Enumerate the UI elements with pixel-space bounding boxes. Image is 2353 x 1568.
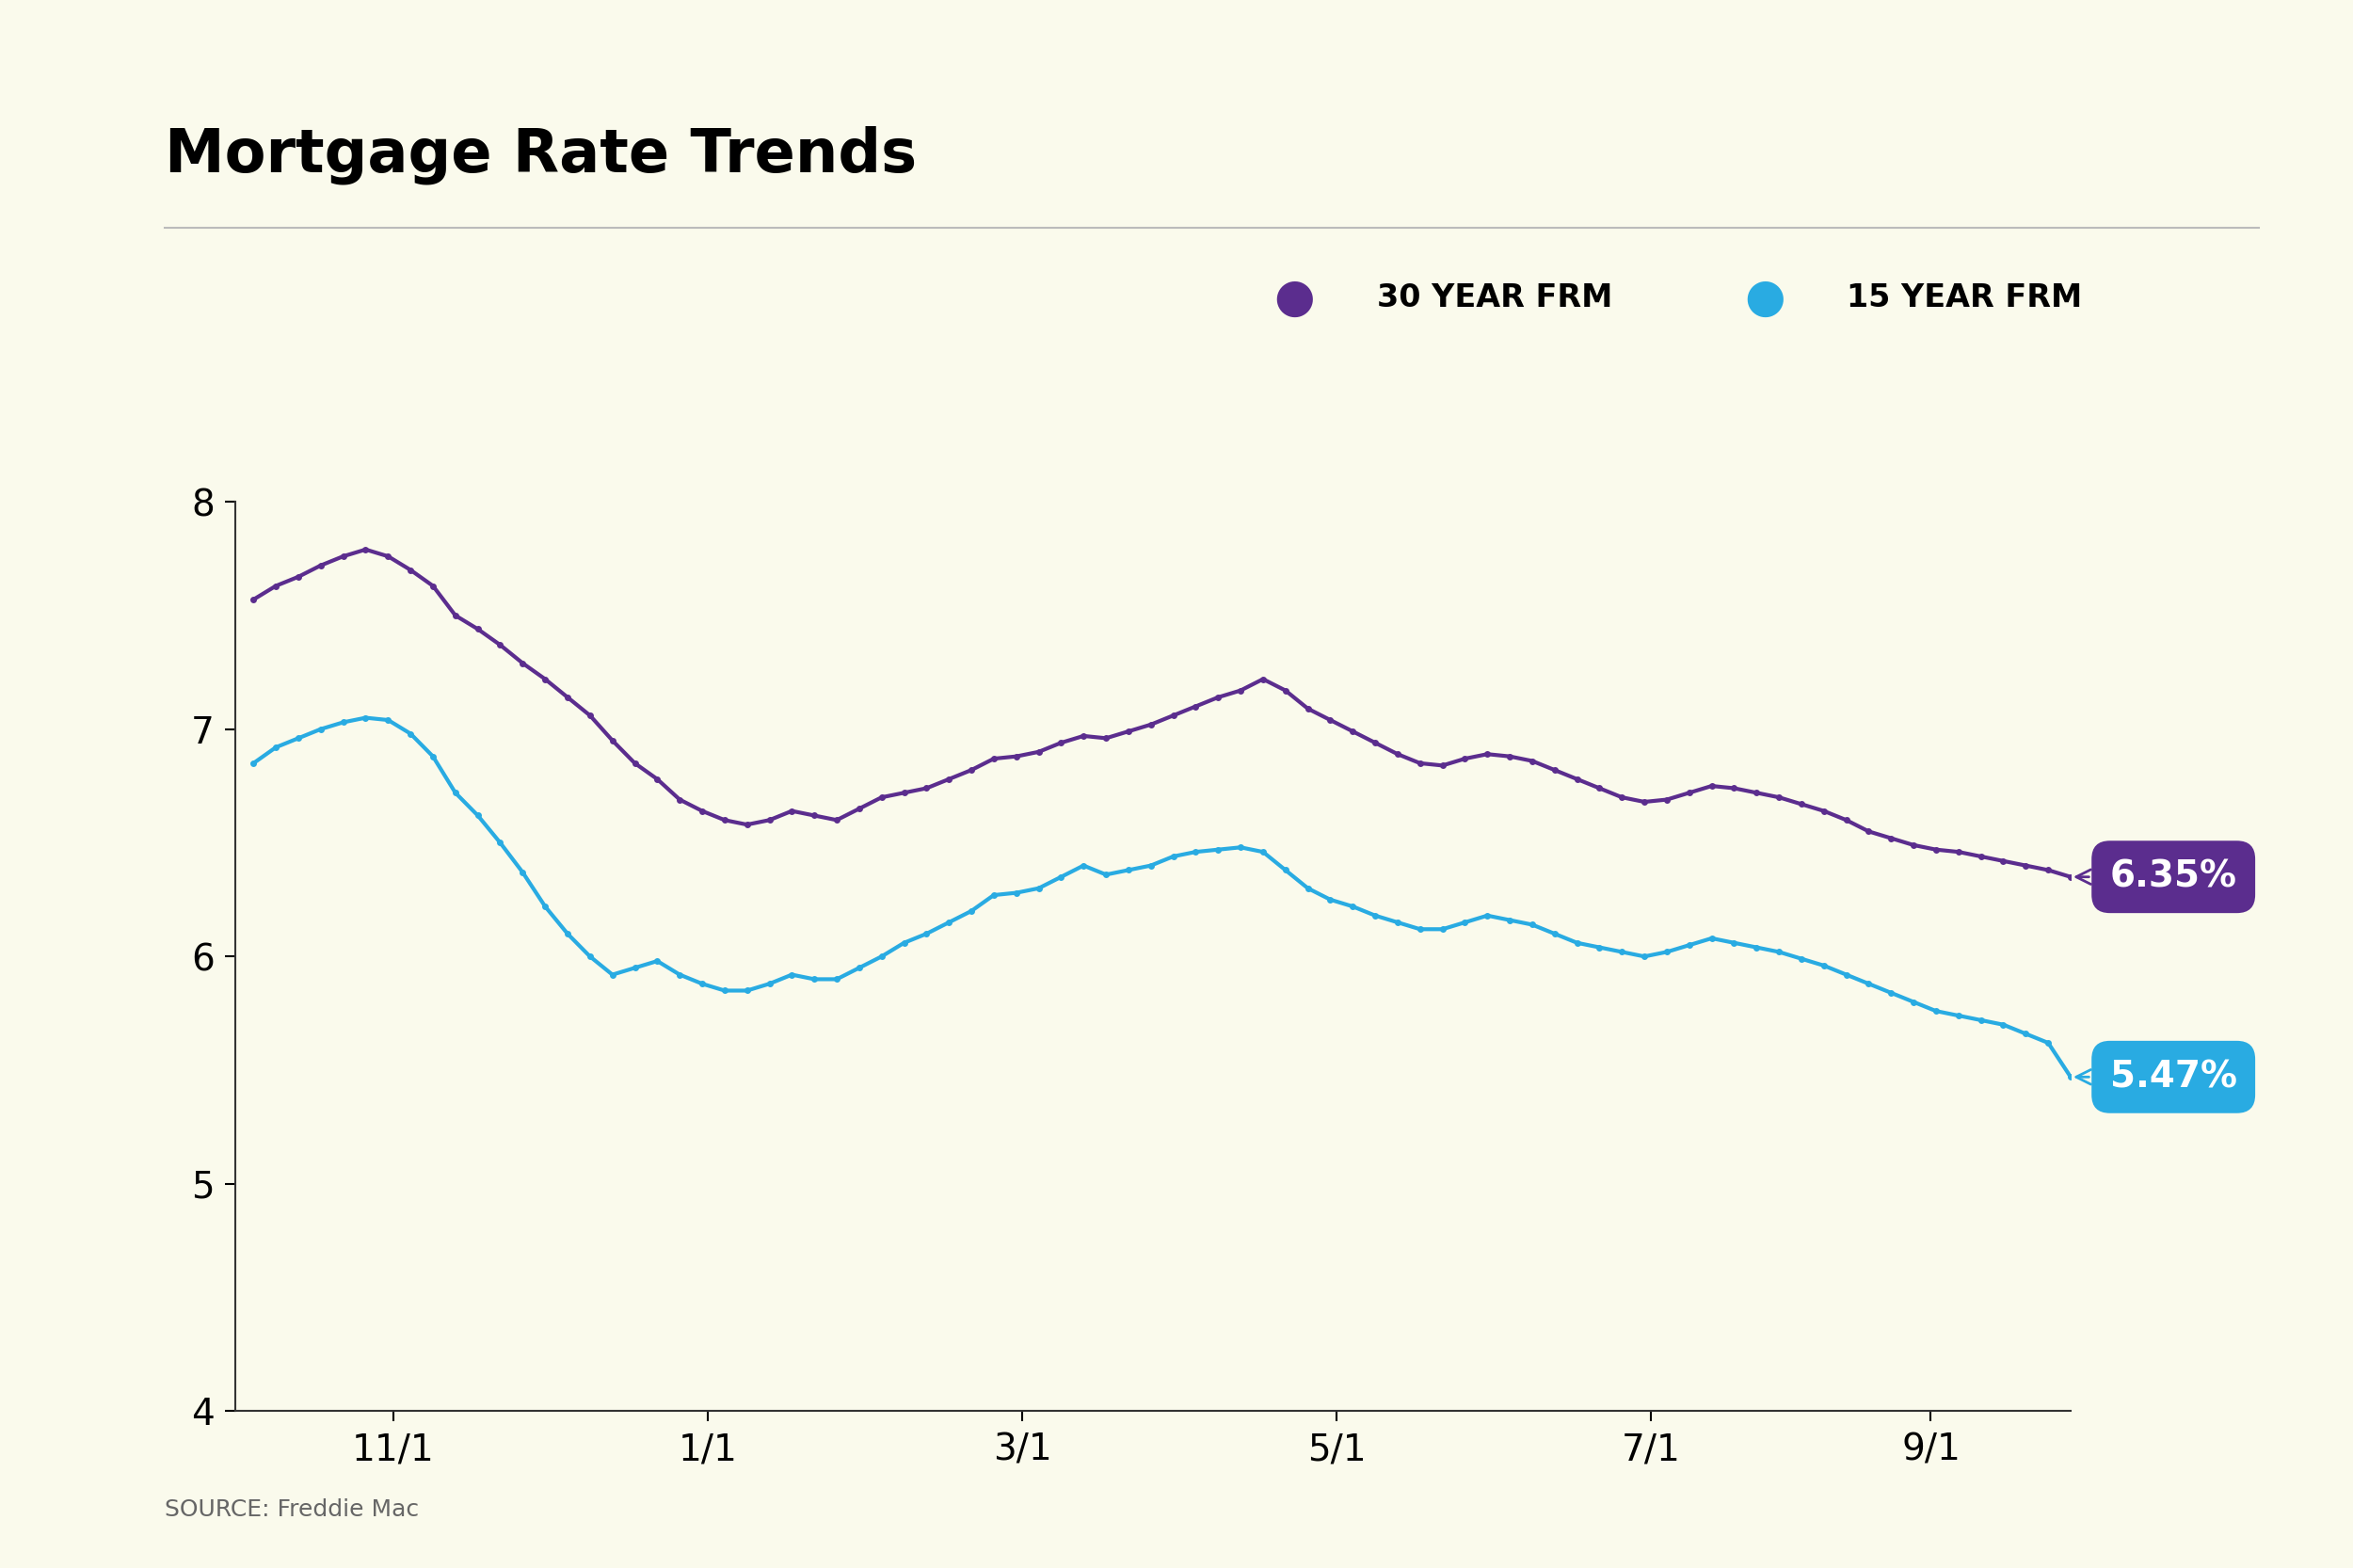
Text: SOURCE: Freddie Mac: SOURCE: Freddie Mac [165, 1499, 419, 1521]
Text: ●: ● [1744, 276, 1786, 320]
Text: 30 YEAR FRM: 30 YEAR FRM [1377, 282, 1612, 314]
Text: 6.35%: 6.35% [2075, 859, 2238, 895]
Text: Mortgage Rate Trends: Mortgage Rate Trends [165, 125, 918, 185]
Text: 5.47%: 5.47% [2075, 1058, 2238, 1094]
Text: 15 YEAR FRM: 15 YEAR FRM [1847, 282, 2082, 314]
Text: ●: ● [1273, 276, 1315, 320]
